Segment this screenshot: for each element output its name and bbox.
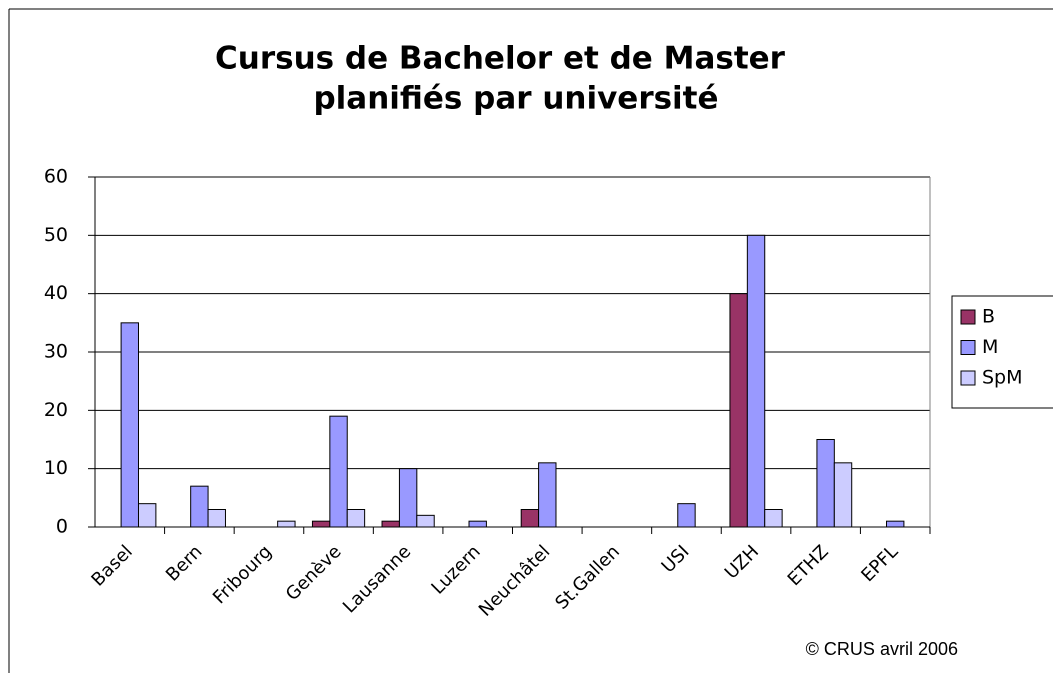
bar (398, 468, 418, 528)
chart-title: planifiés par université (313, 81, 718, 117)
bar (520, 509, 540, 528)
x-tick-label: Fribourg (209, 541, 276, 608)
x-tick-label: St.Gallen (551, 541, 624, 614)
y-tick-label: 10 (44, 457, 68, 479)
bar (538, 462, 557, 528)
bar (311, 520, 331, 528)
x-tick-label: Genève (282, 541, 346, 605)
bar (381, 520, 400, 528)
bar (120, 322, 139, 528)
x-tick-label: Basel (87, 541, 136, 590)
bar (277, 520, 296, 528)
bar (190, 485, 209, 528)
bar (677, 503, 696, 528)
x-tick-label: Luzern (427, 541, 484, 598)
bar (764, 509, 783, 528)
bar (729, 293, 748, 528)
annotation: © CRUS avril 2006 (806, 639, 958, 659)
y-tick-label: 40 (44, 282, 68, 304)
bar (137, 503, 157, 528)
bar (329, 415, 348, 528)
bar (886, 520, 905, 528)
bar (816, 439, 835, 528)
bar (416, 514, 435, 528)
x-tick-label: ETHZ (784, 541, 833, 590)
y-tick-label: 0 (56, 516, 68, 538)
y-tick-label: 30 (44, 341, 68, 363)
y-tick-label: 50 (44, 224, 68, 246)
x-tick-label: Lausanne (339, 541, 415, 617)
x-tick-label: Neuchâtel (475, 541, 554, 620)
legend-swatch (960, 309, 976, 325)
bar (207, 509, 226, 528)
legend-swatch (960, 370, 976, 386)
bar (346, 509, 366, 528)
x-tick-label: EPFL (857, 541, 902, 586)
legend-label: SpM (982, 367, 1023, 389)
legend-swatch (960, 340, 976, 355)
legend-label: B (982, 306, 995, 328)
x-tick-label: UZH (721, 541, 763, 583)
bar (746, 234, 766, 528)
legend-label: M (982, 336, 998, 358)
bar (468, 520, 487, 528)
chart-title: Cursus de Bachelor et de Master (215, 41, 786, 77)
x-tick-label: USI (658, 541, 694, 577)
bar (833, 462, 853, 528)
y-tick-label: 60 (44, 166, 68, 188)
x-tick-label: Bern (162, 541, 206, 585)
y-tick-label: 20 (44, 399, 68, 421)
